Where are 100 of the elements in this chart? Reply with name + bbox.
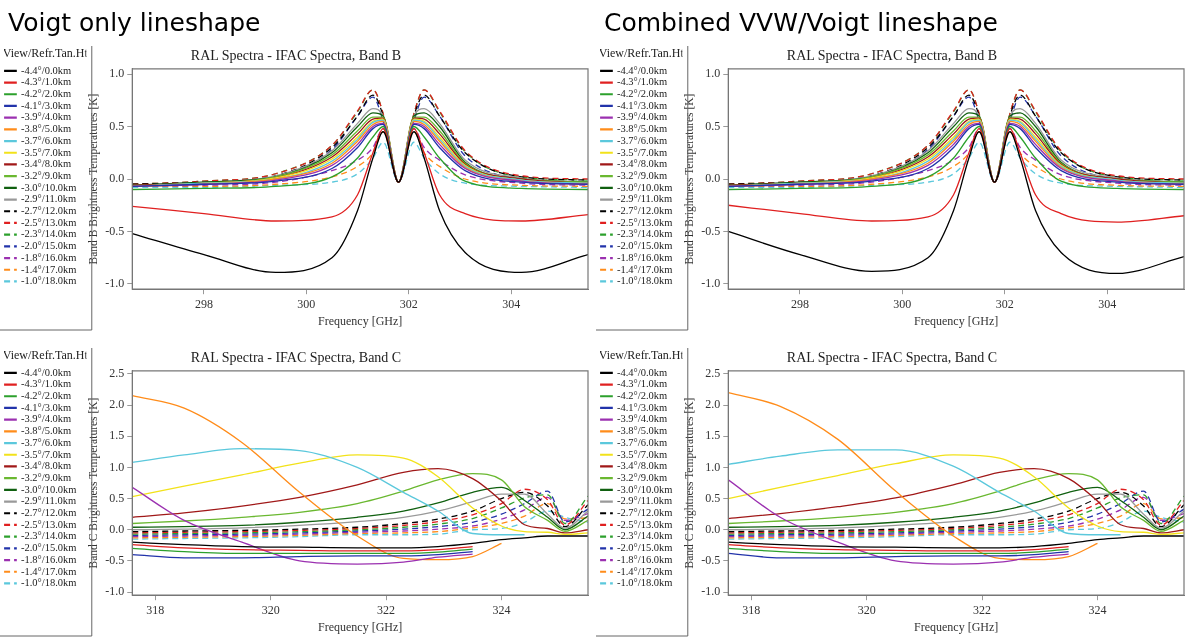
x-axis-title: Frequency [GHz] [913, 619, 999, 634]
legend-label: -2.7°/12.0km [616, 205, 673, 216]
line-series [728, 544, 1070, 552]
legend-label: -4.4°/0.0km [616, 64, 668, 76]
legend-label: -3.4°/8.0km [616, 158, 668, 170]
x-tick-label: 298 [194, 296, 213, 311]
legend-label: -3.2°/9.0km [20, 169, 72, 181]
y-tick-label: -1.0 [105, 584, 125, 599]
x-tick-label: 298 [790, 296, 809, 311]
legend-label: -1.8°/16.0km [616, 251, 673, 263]
chart-title: RAL Spectra - IFAC Spectra, Band B [786, 48, 998, 64]
y-tick-label: -0.5 [105, 223, 125, 238]
y-tick-label: 1.0 [109, 459, 125, 474]
y-axis-title: Band B Brightness Temperatures [K] [683, 93, 697, 265]
x-axis-title: Frequency [GHz] [317, 313, 403, 328]
legend-label: -3.5°/7.0km [616, 146, 668, 158]
legend-label: -4.3°/1.0km [20, 76, 72, 88]
legend-label: -2.9°/11.0km [616, 495, 673, 507]
legend-label: -3.2°/9.0km [616, 169, 668, 181]
legend-label: -3.7°/6.0km [20, 134, 72, 146]
chart-title: RAL Spectra - IFAC Spectra, Band C [786, 350, 998, 366]
legend-label: -1.4°/17.0km [20, 565, 77, 577]
legend-label: -2.0°/15.0km [616, 240, 673, 252]
legend-label: -3.7°/6.0km [616, 134, 668, 146]
y-tick-label: 0.5 [109, 490, 125, 505]
x-tick-label: 320 [261, 602, 280, 617]
legend-label: -3.0°/10.0km [616, 483, 673, 495]
legend-label: -2.7°/12.0km [616, 507, 673, 518]
legend-label: -3.9°/4.0km [616, 111, 668, 123]
y-tick-label: -1.0 [105, 276, 125, 291]
y-tick-label: 2.5 [109, 366, 125, 381]
legend-label: -4.4°/0.0km [20, 64, 72, 76]
legend-label: -3.9°/4.0km [20, 413, 72, 425]
legend-label: -3.4°/8.0km [20, 158, 72, 170]
y-axis-title: Band C Brightness Temperatures [K] [683, 397, 697, 569]
legend-label: -3.9°/4.0km [20, 111, 72, 123]
legend-label: -2.0°/15.0km [616, 542, 673, 554]
line-series [728, 131, 1184, 275]
legend-label: -1.4°/17.0km [616, 263, 673, 275]
legend-label: -2.9°/11.0km [616, 193, 673, 205]
legend-label: -1.0°/18.0km [616, 577, 673, 589]
y-tick-label: 0.0 [705, 171, 721, 186]
legend-label: -2.0°/15.0km [20, 240, 77, 252]
line-series [132, 127, 588, 222]
y-tick-label: 0.0 [705, 521, 721, 536]
y-tick-label: -1.0 [701, 276, 721, 291]
legend-label: -1.8°/16.0km [616, 553, 673, 565]
legend-label: -4.1°/3.0km [616, 401, 668, 413]
x-tick-label: 302 [995, 296, 1014, 311]
x-tick-label: 324 [1088, 602, 1107, 617]
legend-label: -3.0°/10.0km [20, 483, 77, 495]
y-tick-label: 0.0 [109, 521, 125, 536]
legend-label: -2.7°/12.0km [20, 205, 77, 216]
chart-subtitle: Combined VVW/Voigt lineshape [603, 7, 999, 39]
legend-label: -2.9°/11.0km [20, 193, 77, 205]
x-tick-label: 322 [973, 602, 992, 617]
legend-label: -3.0°/10.0km [20, 181, 77, 193]
legend-label: -1.0°/18.0km [616, 275, 673, 287]
legend-label: -3.9°/4.0km [616, 413, 668, 425]
legend-label: -3.7°/6.0km [616, 436, 668, 448]
legend-label: -3.7°/6.0km [20, 436, 72, 448]
y-tick-label: 1.5 [705, 428, 721, 443]
legend-label: -2.3°/14.0km [20, 530, 77, 542]
y-tick-label: 1.0 [705, 459, 721, 474]
line-series [132, 535, 588, 549]
legend-label: -3.2°/9.0km [616, 471, 668, 483]
legend-label: -2.5°/13.0km [20, 216, 77, 228]
legend-label: -4.2°/2.0km [616, 390, 668, 401]
x-tick-label: 318 [742, 602, 761, 617]
line-series [728, 550, 1070, 559]
y-tick-label: 0.0 [109, 171, 125, 186]
legend-label: -1.4°/17.0km [20, 263, 77, 275]
legend-label: -1.0°/18.0km [20, 275, 77, 287]
legend-label: -2.3°/14.0km [616, 530, 673, 542]
y-tick-label: 1.0 [705, 66, 721, 81]
chart-title: RAL Spectra - IFAC Spectra, Band B [190, 48, 402, 64]
y-tick-label: 2.0 [109, 397, 125, 412]
y-axis-title: Band B Brightness Temperatures [K] [87, 93, 101, 265]
y-tick-label: -0.5 [701, 223, 721, 238]
legend-label: -1.8°/16.0km [20, 553, 77, 565]
legend-label: -4.3°/1.0km [616, 378, 668, 390]
legend-label: -3.4°/8.0km [20, 460, 72, 472]
x-tick-label: 304 [502, 296, 521, 311]
x-tick-label: 302 [399, 296, 418, 311]
x-tick-label: 304 [1098, 296, 1117, 311]
line-series [728, 127, 1184, 223]
legend-label: -4.4°/0.0km [616, 366, 668, 378]
x-tick-label: 300 [893, 296, 912, 311]
legend-label: -2.5°/13.0km [616, 518, 673, 530]
line-series [132, 544, 474, 552]
legend-label: -3.0°/10.0km [616, 181, 673, 193]
legend-label: -1.8°/16.0km [20, 251, 77, 263]
line-series [132, 131, 588, 274]
legend-label: -3.5°/7.0km [20, 448, 72, 460]
y-tick-label: -0.5 [105, 553, 125, 568]
y-tick-label: -0.5 [701, 553, 721, 568]
y-tick-label: -1.0 [701, 584, 721, 599]
x-tick-label: 322 [377, 602, 396, 617]
legend-label: -2.7°/12.0km [20, 507, 77, 518]
line-series [728, 535, 1184, 549]
